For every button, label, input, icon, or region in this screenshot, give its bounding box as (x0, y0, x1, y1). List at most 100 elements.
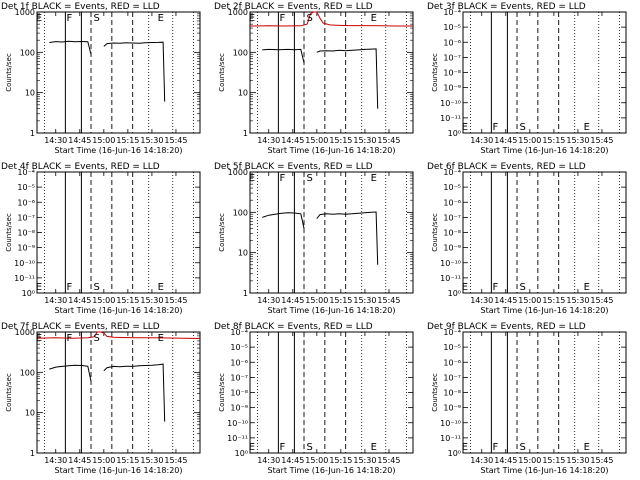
y-tick-label: 1 (30, 449, 35, 458)
y-axis-label: Counts/sec (5, 53, 13, 92)
x-tick-label: 15:45 (164, 136, 187, 145)
y-tick-label: 10⁻⁵ (17, 183, 35, 192)
x-axis-label: Start Time (16-Jun-16 14:18:20) (268, 306, 396, 315)
phase-marker-label: E (584, 282, 590, 293)
y-tick-label: 10⁰ (235, 449, 248, 458)
phase-marker-label: E (36, 13, 42, 24)
x-axis-label: Start Time (16-Jun-16 14:18:20) (55, 466, 183, 475)
x-tick-label: 14:45 (281, 136, 304, 145)
x-tick-label: 15:15 (329, 456, 352, 465)
y-tick-label: 10⁻¹¹ (440, 434, 461, 443)
events-series-line (49, 364, 92, 382)
y-tick-label: 10⁻⁴ (17, 168, 35, 177)
phase-marker-label: E (158, 333, 164, 344)
events-series-line (262, 212, 305, 229)
y-tick-label: 1 (30, 129, 35, 138)
x-tick-label: 14:30 (44, 136, 67, 145)
detector-panel-3: Det 3f BLACK = Events, RED = LLD 14:30 14:… (426, 0, 639, 160)
x-tick-label: 14:30 (470, 296, 493, 305)
chart-title: Det 5f BLACK = Events, RED = LLD (214, 162, 373, 172)
chart-title: Det 2f BLACK = Events, RED = LLD (214, 2, 373, 12)
x-tick-label: 14:30 (257, 296, 280, 305)
x-tick-label: 14:45 (281, 456, 304, 465)
phase-marker-label: E (584, 442, 590, 453)
plot-frame (249, 11, 414, 134)
events-series-line (103, 363, 166, 422)
events-series-line (103, 41, 166, 102)
phase-marker-label: E (462, 122, 468, 133)
phase-marker-label: S (306, 173, 312, 184)
phase-marker-label: S (519, 122, 525, 133)
y-tick-label: 100 (20, 368, 35, 377)
detector-panel-9: Det 9f BLACK = Events, RED = LLD 14:30 14:… (426, 320, 639, 480)
y-tick-label: 1000 (15, 8, 35, 17)
phase-marker-label: E (371, 173, 377, 184)
x-tick-label: 14:45 (494, 136, 517, 145)
x-axis-label: Start Time (16-Jun-16 14:18:20) (481, 146, 609, 155)
y-tick-label: 10 (25, 89, 35, 98)
y-tick-label: 10⁻⁸ (443, 69, 461, 78)
y-tick-label: 10⁻⁹ (443, 244, 461, 253)
phase-marker-label: F (492, 282, 498, 293)
y-tick-label: 10⁻⁵ (230, 343, 248, 352)
x-tick-label: 15:30 (353, 296, 376, 305)
y-axis-label: Counts/sec (5, 213, 13, 252)
y-axis-label: Counts/sec (5, 373, 13, 412)
x-tick-label: 15:45 (377, 296, 400, 305)
chart-title: Det 1f BLACK = Events, RED = LLD (1, 2, 160, 12)
y-tick-label: 10⁻¹¹ (440, 274, 461, 283)
phase-marker-label: F (66, 333, 72, 344)
x-tick-label: 15:00 (305, 456, 328, 465)
phase-marker-label: F (66, 13, 72, 24)
phase-marker-label: F (279, 173, 285, 184)
x-tick-label: 14:30 (470, 456, 493, 465)
y-tick-label: 1 (243, 129, 248, 138)
y-axis-label: Counts/sec (218, 373, 226, 412)
events-series-line (49, 40, 92, 55)
y-tick-label: 1 (243, 289, 248, 298)
phase-marker-label: E (249, 173, 255, 184)
chart-svg: Det 3f BLACK = Events, RED = LLD 14:30 14:… (427, 2, 627, 155)
y-tick-label: 10⁰ (22, 289, 35, 298)
phase-marker-label: E (584, 122, 590, 133)
detector-panel-8: Det 8f BLACK = Events, RED = LLD 14:30 14:… (213, 320, 426, 480)
y-tick-label: 10 (25, 409, 35, 418)
x-tick-label: 15:15 (116, 456, 139, 465)
x-tick-label: 14:30 (44, 456, 67, 465)
phase-marker-label: E (371, 13, 377, 24)
phase-marker-label: S (93, 282, 99, 293)
x-tick-label: 15:30 (353, 136, 376, 145)
phase-marker-label: E (462, 282, 468, 293)
chart-title: Det 6f BLACK = Events, RED = LLD (427, 162, 586, 172)
y-tick-label: 10⁻⁴ (443, 168, 461, 177)
y-tick-label: 10⁻⁷ (443, 373, 461, 382)
x-axis-label: Start Time (16-Jun-16 14:18:20) (481, 466, 609, 475)
x-tick-label: 15:00 (518, 296, 541, 305)
y-tick-label: 10 (238, 89, 248, 98)
y-tick-label: 10⁻⁵ (443, 183, 461, 192)
y-tick-label: 10⁻¹⁰ (227, 419, 248, 428)
x-tick-label: 15:00 (92, 296, 115, 305)
plot-frame (36, 331, 201, 454)
y-tick-label: 10⁻⁷ (443, 53, 461, 62)
plot-frame (462, 171, 627, 294)
phase-marker-label: E (462, 442, 468, 453)
phase-marker-label: E (371, 442, 377, 453)
x-tick-label: 15:30 (353, 456, 376, 465)
x-tick-label: 15:30 (566, 136, 589, 145)
phase-marker-label: E (249, 13, 255, 24)
x-axis-label: Start Time (16-Jun-16 14:18:20) (268, 146, 396, 155)
x-tick-label: 15:15 (542, 136, 565, 145)
phase-marker-label: S (519, 442, 525, 453)
y-tick-label: 10⁰ (448, 289, 461, 298)
detector-panel-1: Det 1f BLACK = Events, RED = LLD 14:30 14:… (0, 0, 213, 160)
detector-panel-6: Det 6f BLACK = Events, RED = LLD 14:30 14:… (426, 160, 639, 320)
y-tick-label: 10⁻⁶ (443, 358, 461, 367)
phase-marker-label: S (93, 333, 99, 344)
x-tick-label: 15:30 (140, 296, 163, 305)
x-axis-label: Start Time (16-Jun-16 14:18:20) (268, 466, 396, 475)
y-tick-label: 10⁻¹⁰ (440, 419, 461, 428)
phase-marker-label: S (306, 442, 312, 453)
detector-panel-7: Det 7f BLACK = Events, RED = LLD 14:30 14:… (0, 320, 213, 480)
detector-panel-4: Det 4f BLACK = Events, RED = LLD 14:30 14:… (0, 160, 213, 320)
